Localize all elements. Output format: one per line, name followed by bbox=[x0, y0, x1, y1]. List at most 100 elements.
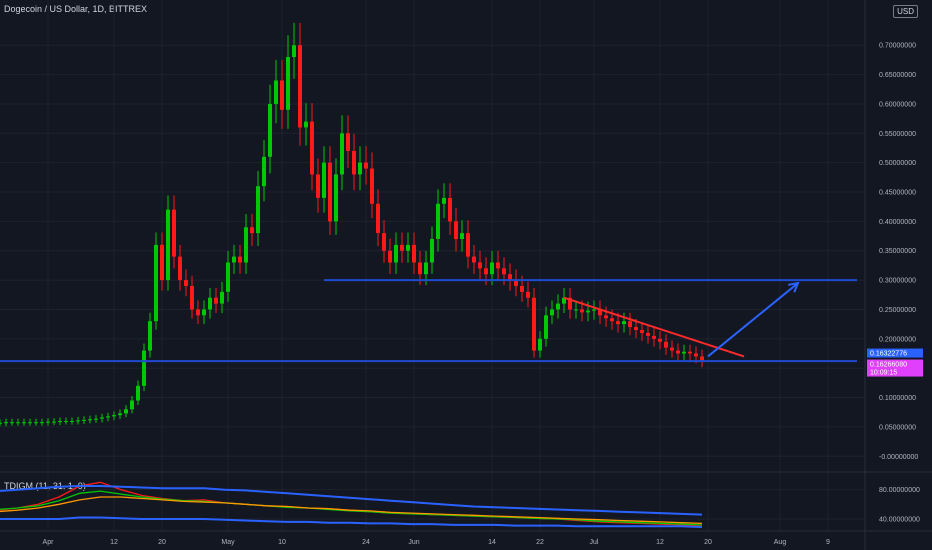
currency-button[interactable]: USD bbox=[893, 5, 918, 18]
candle-body bbox=[250, 227, 254, 234]
candle-body bbox=[166, 209, 170, 281]
candle-body bbox=[370, 168, 374, 204]
candle-body bbox=[688, 351, 692, 354]
candle-body bbox=[562, 297, 566, 304]
candle-body bbox=[190, 285, 194, 310]
x-tick-label: 9 bbox=[826, 539, 830, 546]
candle-body bbox=[556, 303, 560, 310]
candle-body bbox=[160, 244, 164, 281]
indicator-series-line bbox=[0, 496, 703, 525]
candle-body bbox=[664, 341, 668, 348]
candle-body bbox=[64, 421, 68, 423]
x-tick-label: 24 bbox=[362, 539, 370, 546]
candle-body bbox=[118, 413, 122, 416]
candle-body bbox=[28, 422, 32, 424]
candle-body bbox=[334, 174, 338, 222]
x-tick-label: 22 bbox=[536, 539, 544, 546]
candle-body bbox=[490, 262, 494, 275]
y-tick-label: 0.10000000 bbox=[879, 395, 916, 402]
candle-body bbox=[148, 321, 152, 351]
candle-body bbox=[454, 221, 458, 239]
candle-body bbox=[112, 415, 116, 417]
y-tick-label: 0.55000000 bbox=[879, 131, 916, 138]
candle-body bbox=[304, 121, 308, 128]
projection-arrow bbox=[707, 282, 799, 358]
current-price-badge bbox=[867, 348, 923, 358]
y-tick-label: 0.65000000 bbox=[879, 72, 916, 79]
candle-body bbox=[604, 315, 608, 319]
candle-body bbox=[580, 309, 584, 313]
candle-body bbox=[172, 209, 176, 257]
y-tick-label: 0.45000000 bbox=[879, 190, 916, 197]
candle-body bbox=[214, 297, 218, 304]
candle-body bbox=[220, 291, 224, 304]
candle-body bbox=[346, 133, 350, 151]
candle-body bbox=[232, 256, 236, 263]
candle-body bbox=[310, 121, 314, 175]
candle-body bbox=[376, 203, 380, 234]
candle-body bbox=[586, 310, 590, 313]
candle-body bbox=[196, 309, 200, 316]
y-tick-label: -0.00000000 bbox=[879, 454, 918, 461]
candle-body bbox=[16, 422, 20, 424]
candle-body bbox=[316, 174, 320, 198]
candle-body bbox=[520, 285, 524, 292]
candle-body bbox=[412, 244, 416, 263]
candle-body bbox=[598, 309, 602, 316]
x-tick-label: Aug bbox=[774, 539, 787, 546]
candle-body bbox=[544, 315, 548, 339]
candle-body bbox=[424, 262, 428, 275]
candle-body bbox=[700, 356, 704, 361]
x-tick-label: Jun bbox=[408, 539, 419, 546]
candle-body bbox=[124, 409, 128, 414]
x-tick-label: 10 bbox=[278, 539, 286, 546]
descending-trendline bbox=[563, 296, 745, 358]
candle-body bbox=[628, 321, 632, 328]
candle-body bbox=[610, 318, 614, 322]
y-tick-label: 0.40000000 bbox=[879, 219, 916, 226]
ind-y-tick-label: 80.00000000 bbox=[879, 487, 920, 494]
candle-body bbox=[472, 256, 476, 263]
candle-body bbox=[670, 347, 674, 351]
current-price-label: 0.16322776 bbox=[870, 351, 907, 358]
candle-body bbox=[40, 422, 44, 424]
candle-body bbox=[298, 45, 302, 128]
indicator-series-line bbox=[0, 516, 703, 529]
candle-body bbox=[508, 274, 512, 281]
x-tick-label: 12 bbox=[110, 539, 118, 546]
y-tick-label: 0.25000000 bbox=[879, 307, 916, 314]
candle-body bbox=[70, 421, 74, 423]
indicator-series-line bbox=[0, 485, 703, 516]
candle-body bbox=[616, 321, 620, 325]
candle-body bbox=[76, 420, 80, 422]
y-tick-label: 0.05000000 bbox=[879, 424, 916, 431]
candle-body bbox=[286, 56, 290, 110]
candle-body bbox=[130, 400, 134, 410]
candle-body bbox=[364, 162, 368, 169]
candle-body bbox=[0, 422, 2, 424]
projection-arrow-head bbox=[787, 281, 800, 293]
candle-body bbox=[256, 186, 260, 234]
y-tick-label: 0.50000000 bbox=[879, 160, 916, 167]
candle-body bbox=[154, 244, 158, 322]
candle-body bbox=[394, 244, 398, 263]
candle-body bbox=[106, 416, 110, 418]
candle-body bbox=[526, 291, 530, 298]
candle-body bbox=[178, 256, 182, 281]
second-price-badge bbox=[867, 359, 923, 377]
candle-body bbox=[658, 338, 662, 342]
candle-body bbox=[478, 262, 482, 269]
candle-body bbox=[238, 256, 242, 263]
candle-body bbox=[136, 385, 140, 401]
candle-body bbox=[640, 330, 644, 333]
candle-body bbox=[592, 309, 596, 311]
x-tick-label: 14 bbox=[488, 539, 496, 546]
candle-body bbox=[268, 103, 272, 157]
second-price-label: 0.16266080 bbox=[870, 362, 907, 369]
candle-body bbox=[466, 233, 470, 257]
candle-body bbox=[532, 297, 536, 351]
y-tick-label: 0.30000000 bbox=[879, 278, 916, 285]
candle-body bbox=[46, 421, 50, 423]
candle-body bbox=[646, 332, 650, 336]
